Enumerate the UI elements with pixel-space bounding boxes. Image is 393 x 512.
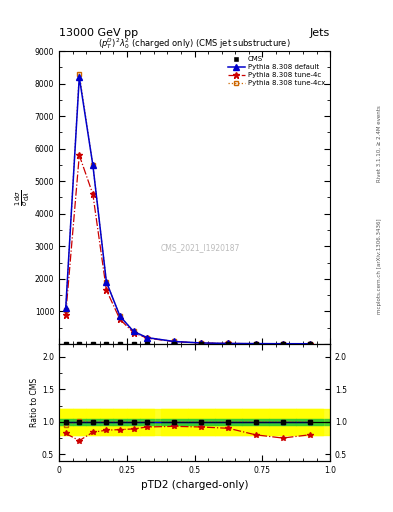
Text: Rivet 3.1.10, ≥ 2.4M events: Rivet 3.1.10, ≥ 2.4M events	[377, 105, 382, 182]
Text: Jets: Jets	[310, 28, 330, 38]
Title: $(p_T^D)^2\lambda_0^2$ (charged only) (CMS jet substructure): $(p_T^D)^2\lambda_0^2$ (charged only) (C…	[98, 36, 291, 51]
Y-axis label: Ratio to CMS: Ratio to CMS	[30, 378, 39, 427]
Text: mcplots.cern.ch [arXiv:1306.3436]: mcplots.cern.ch [arXiv:1306.3436]	[377, 219, 382, 314]
X-axis label: pTD2 (charged-only): pTD2 (charged-only)	[141, 480, 248, 490]
Text: CMS_2021_I1920187: CMS_2021_I1920187	[160, 243, 240, 252]
Text: 13000 GeV pp: 13000 GeV pp	[59, 28, 138, 38]
Legend: CMS, Pythia 8.308 default, Pythia 8.308 tune-4c, Pythia 8.308 tune-4cx: CMS, Pythia 8.308 default, Pythia 8.308 …	[226, 55, 327, 88]
Y-axis label: $\frac{1}{\sigma}\frac{\mathrm{d}\sigma}{\mathrm{d}\lambda}$: $\frac{1}{\sigma}\frac{\mathrm{d}\sigma}…	[14, 189, 32, 206]
